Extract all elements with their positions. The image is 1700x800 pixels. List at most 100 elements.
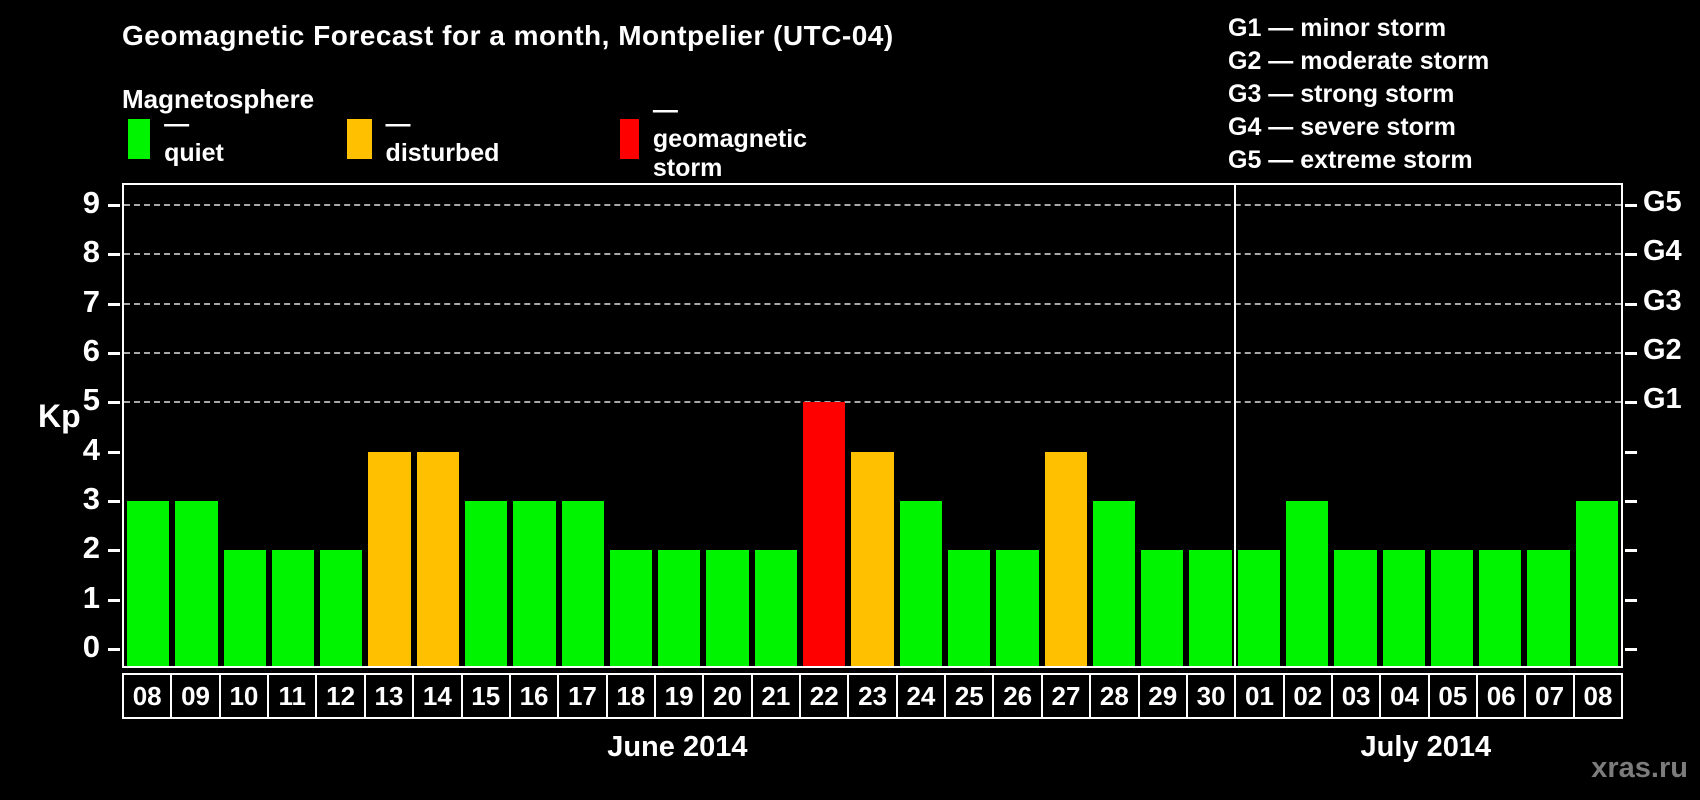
y-axis-label-2: 2 [82, 530, 100, 566]
day-label-20: 20 [702, 673, 753, 719]
g-legend-line: G1 — minor storm [1228, 14, 1447, 42]
kp-bar-day-20 [706, 550, 749, 666]
g-level-label-g1: G1 [1643, 383, 1682, 416]
g-legend-line: G2 — moderate storm [1228, 47, 1490, 75]
kp-bar-day-11 [271, 550, 315, 666]
kp-bar-day-09 [175, 501, 218, 666]
y-axis-label-9: 9 [82, 185, 100, 220]
month-label-june: June 2014 [607, 731, 748, 763]
kp-bar-day-08 [127, 501, 170, 666]
y-axis-tick-right [1625, 598, 1637, 602]
kp-bar-day-17 [561, 501, 604, 666]
kp-bar-day-24 [899, 501, 942, 666]
y-axis-tick-left [108, 598, 120, 602]
y-axis-label-4: 4 [82, 431, 100, 467]
kp-bar-day-26 [996, 550, 1039, 666]
kp-bar-day-12 [320, 550, 363, 666]
g-scale-legend: G1 — minor storm G2 — moderate storm G3 — … [1228, 12, 1489, 177]
kp-bar-day-21 [754, 550, 798, 666]
day-label-14: 14 [412, 673, 463, 719]
y-axis-tick-left [108, 549, 120, 553]
kp-bar-day-10 [223, 550, 266, 666]
y-axis-tick-left [108, 352, 120, 355]
month-label-july: July 2014 [1360, 731, 1492, 763]
y-axis-label-6: 6 [82, 333, 100, 368]
day-label-22: 22 [799, 673, 850, 719]
y-axis-tick-left [108, 450, 120, 454]
day-label-28: 28 [1089, 673, 1140, 719]
day-label-18: 18 [605, 673, 656, 719]
kp-bar-day-07 [1527, 550, 1570, 666]
legend-item-quiet: — quiet [128, 110, 232, 167]
kp-bar-day-02 [1285, 501, 1329, 666]
kp-bar-day-27 [1044, 451, 1087, 666]
gridline-kp-9 [124, 204, 1621, 206]
day-label-09: 09 [170, 673, 221, 719]
g-legend-line: G3 — strong storm [1228, 80, 1455, 108]
kp-bar-day-15 [465, 501, 508, 666]
y-axis-tick-left [108, 500, 120, 503]
watermark: xras.ru [1591, 752, 1688, 784]
kp-bar-day-28 [1092, 501, 1136, 666]
kp-bar-day-18 [609, 550, 653, 666]
g-level-label-g3: G3 [1643, 284, 1682, 317]
y-axis-tick-right [1625, 302, 1637, 306]
g-level-label-g2: G2 [1643, 334, 1682, 366]
y-axis-tick-right [1625, 204, 1637, 207]
kp-bar-day-25 [947, 550, 991, 666]
gridline-kp-7 [124, 302, 1621, 305]
y-axis-tick-right [1625, 401, 1637, 405]
legend-item-label: — geomagnetic storm [652, 95, 808, 182]
day-label-16: 16 [508, 673, 560, 719]
legend-item-label: — quiet [164, 110, 224, 167]
y-axis-label-0: 0 [82, 629, 100, 664]
g-level-label-g4: G4 [1643, 235, 1682, 268]
day-label-10: 10 [218, 673, 270, 719]
kp-bar-day-04 [1382, 550, 1425, 666]
day-label-25: 25 [944, 673, 995, 719]
kp-axis-title: Kp [38, 398, 81, 434]
day-label-03: 03 [1330, 673, 1382, 719]
plot-area: 0 1 2 3 4 5 6 7 8 9 G1 G2 G3 G4 G5 [83, 183, 1682, 668]
magnetosphere-legend-heading: Magnetosphere [122, 84, 315, 114]
kp-bar-day-14 [416, 451, 460, 666]
y-axis-label-5: 5 [82, 382, 100, 418]
day-label-15: 15 [460, 673, 511, 719]
day-label-06: 06 [1476, 673, 1527, 719]
y-axis-label-3: 3 [82, 481, 100, 516]
day-label-08: 08 [1572, 673, 1624, 719]
day-label-19: 19 [653, 673, 705, 719]
y-axis-tick-left [108, 253, 120, 257]
day-label-21: 21 [750, 673, 802, 719]
gridline-kp-5 [124, 401, 1621, 404]
y-axis-tick-right [1625, 253, 1637, 257]
y-axis-label-8: 8 [82, 234, 100, 270]
disturbed-swatch-icon [347, 119, 372, 159]
kp-bar-day-30 [1189, 550, 1232, 666]
legend-item-storm: — geomagnetic storm [620, 96, 818, 182]
kp-bar-day-06 [1479, 550, 1522, 666]
y-axis-tick-left [108, 648, 120, 651]
kp-bar-day-01 [1237, 550, 1280, 666]
kp-bar-day-03 [1334, 550, 1377, 666]
kp-bar-day-05 [1430, 550, 1474, 666]
g-legend-line: G5 — extreme storm [1228, 146, 1473, 174]
gridline-kp-6 [124, 352, 1621, 354]
gridline-kp-8 [124, 253, 1621, 256]
y-axis-label-1: 1 [82, 579, 100, 615]
kp-bar-day-16 [513, 501, 556, 666]
day-label-24: 24 [895, 673, 947, 719]
storm-swatch-icon [620, 119, 639, 159]
kp-bar-day-22 [803, 402, 846, 666]
legend-item-disturbed: — disturbed [347, 110, 505, 167]
day-label-01: 01 [1234, 673, 1285, 719]
legend-item-label: — disturbed [385, 110, 500, 167]
y-axis-tick-right [1625, 352, 1637, 355]
day-label-17: 17 [557, 673, 608, 719]
day-label-07: 07 [1524, 673, 1575, 719]
kp-bar-day-08 [1575, 501, 1618, 666]
kp-bar-day-13 [368, 451, 411, 666]
quiet-swatch-icon [128, 119, 151, 159]
day-label-04: 04 [1379, 673, 1430, 719]
